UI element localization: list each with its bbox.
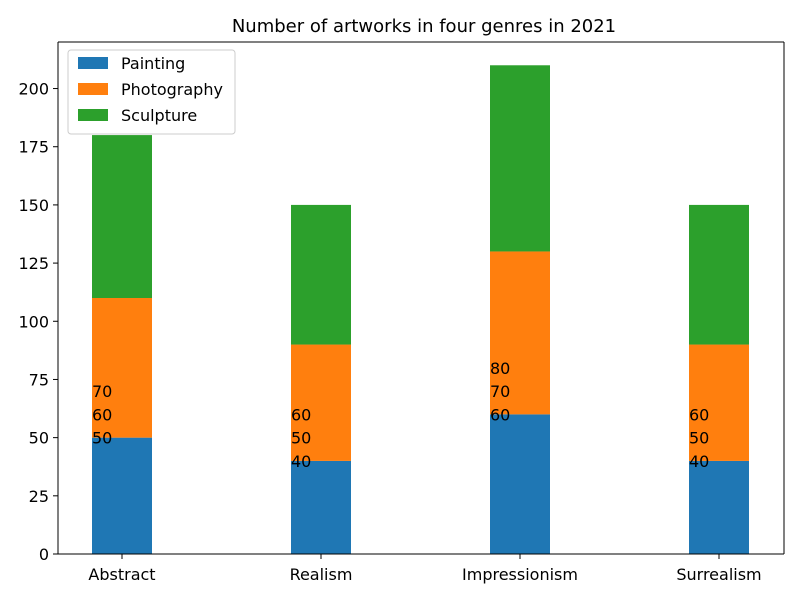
legend-label-photography: Photography bbox=[121, 80, 223, 99]
bar-painting-realism bbox=[291, 460, 351, 554]
data-label-painting-abstract: 50 bbox=[92, 429, 112, 448]
x-tick-label-surrealism: Surrealism bbox=[676, 565, 761, 584]
bar-painting-surrealism bbox=[689, 460, 749, 554]
data-label-photography-realism: 50 bbox=[291, 429, 311, 448]
data-label-painting-surrealism: 40 bbox=[689, 452, 709, 471]
chart-title: Number of artworks in four genres in 202… bbox=[232, 16, 616, 37]
y-tick-label: 125 bbox=[18, 254, 49, 273]
bar-sculpture-realism bbox=[291, 204, 351, 345]
plot-area: 50 60 70 40 50 60 60 70 80 40 50 60 0 25 50 75 100 125 150… bbox=[18, 41, 785, 584]
bar-photography-impressionism bbox=[490, 251, 550, 415]
y-tick-label: 175 bbox=[18, 138, 49, 157]
bar-photography-surrealism bbox=[689, 344, 749, 461]
x-tick-label-impressionism: Impressionism bbox=[462, 565, 578, 584]
data-label-painting-impressionism: 60 bbox=[490, 405, 510, 424]
data-label-photography-abstract: 60 bbox=[92, 405, 112, 424]
y-tick-label: 200 bbox=[18, 80, 49, 99]
legend-label-sculpture: Sculpture bbox=[121, 106, 197, 125]
data-label-sculpture-realism: 60 bbox=[291, 405, 311, 424]
y-tick-label: 150 bbox=[18, 196, 49, 215]
legend-swatch-photography bbox=[78, 83, 108, 95]
legend-label-painting: Painting bbox=[121, 54, 185, 73]
data-label-sculpture-impressionism: 80 bbox=[490, 359, 510, 378]
y-tick-label: 50 bbox=[29, 429, 49, 448]
x-tick-label-abstract: Abstract bbox=[88, 565, 155, 584]
legend-swatch-sculpture bbox=[78, 109, 108, 121]
bar-sculpture-impressionism bbox=[490, 65, 550, 252]
data-label-sculpture-surrealism: 60 bbox=[689, 405, 709, 424]
y-tick-label: 75 bbox=[29, 370, 49, 389]
bar-sculpture-abstract bbox=[92, 135, 152, 298]
bar-photography-abstract bbox=[92, 298, 152, 438]
bar-painting-impressionism bbox=[490, 414, 550, 554]
legend-box bbox=[67, 49, 236, 135]
data-label-sculpture-abstract: 70 bbox=[92, 382, 112, 401]
y-tick-label: 100 bbox=[18, 312, 49, 331]
bar-photography-realism bbox=[291, 344, 351, 461]
y-tick-label: 0 bbox=[39, 545, 49, 564]
data-label-painting-realism: 40 bbox=[291, 452, 311, 471]
bar-sculpture-surrealism bbox=[689, 204, 749, 345]
data-label-photography-impressionism: 70 bbox=[490, 382, 510, 401]
y-tick-label: 25 bbox=[29, 487, 49, 506]
x-tick-label-realism: Realism bbox=[290, 565, 353, 584]
legend-swatch-painting bbox=[78, 57, 108, 69]
bar-painting-abstract bbox=[92, 437, 152, 554]
data-label-photography-surrealism: 50 bbox=[689, 429, 709, 448]
